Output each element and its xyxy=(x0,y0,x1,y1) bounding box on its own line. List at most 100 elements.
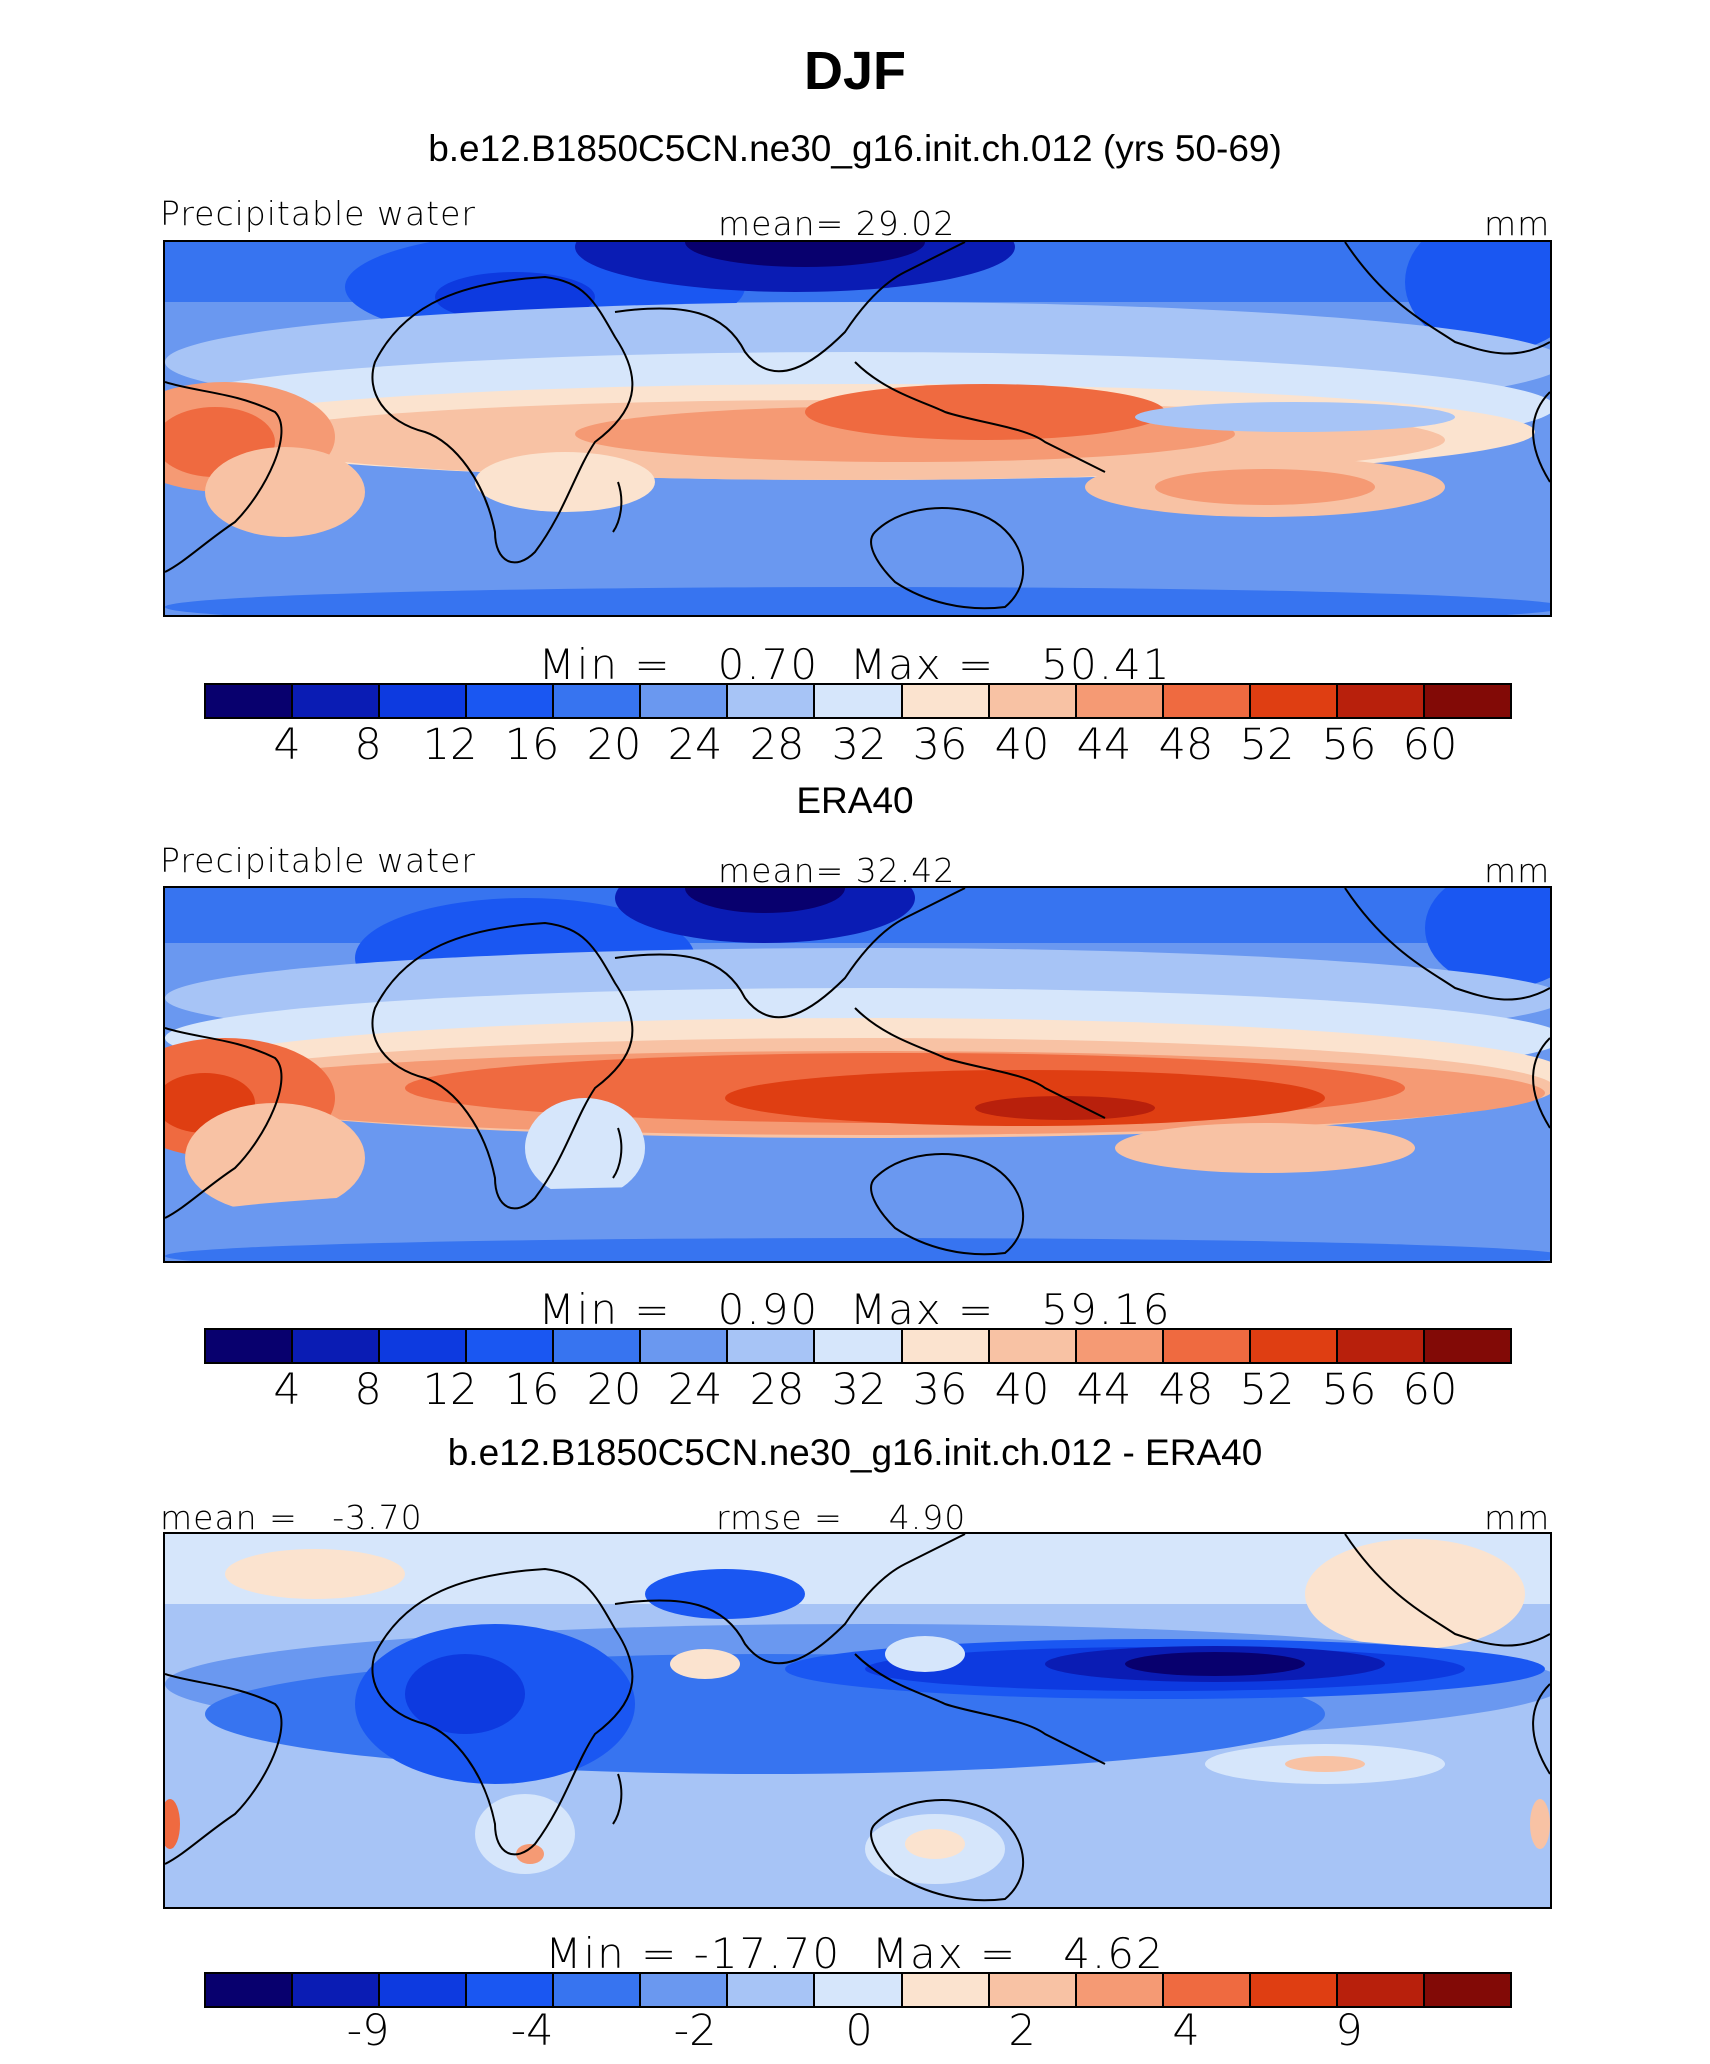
colorbar-swatch xyxy=(293,1330,381,1362)
panel-1-units: mm xyxy=(1484,204,1551,243)
colorbar-swatch xyxy=(728,1330,816,1362)
colorbar-swatch xyxy=(206,1974,294,2006)
colorbar-tick-label: 44 xyxy=(1076,1365,1132,1415)
colorbar-swatch xyxy=(554,685,642,717)
panel-1-colorbar xyxy=(204,683,1512,719)
colorbar-tick-label: 0 xyxy=(845,2006,873,2056)
colorbar-swatch xyxy=(554,1974,642,2006)
colorbar-swatch xyxy=(467,1330,555,1362)
colorbar-swatch xyxy=(1076,685,1164,717)
colorbar-tick-label: 9 xyxy=(1335,2006,1363,2056)
colorbar-swatch xyxy=(1250,685,1338,717)
panel-3-min-max: Min = -17.70 Max = 4.62 xyxy=(545,1929,1165,1978)
colorbar-swatch xyxy=(293,1974,381,2006)
panel-1-mean-label: mean= 29.02 xyxy=(718,204,956,243)
panel-1-contour-field xyxy=(165,242,1550,615)
panel-3-mean-label: mean = -3.70 xyxy=(160,1498,423,1537)
colorbar-swatch xyxy=(293,685,381,717)
colorbar-swatch xyxy=(380,1330,468,1362)
colorbar-tick-label: 8 xyxy=(354,720,382,770)
panel-3-contour-field xyxy=(165,1534,1550,1907)
colorbar-swatch xyxy=(1424,1330,1510,1362)
colorbar-swatch xyxy=(728,685,816,717)
colorbar-swatch xyxy=(380,685,468,717)
colorbar-tick-label: -4 xyxy=(510,2006,554,2056)
colorbar-tick-label: 56 xyxy=(1321,720,1377,770)
colorbar-swatch xyxy=(1424,685,1510,717)
panel-2-mean-label: mean= 32.42 xyxy=(718,851,956,890)
colorbar-swatch xyxy=(902,1974,990,2006)
colorbar-swatch xyxy=(1337,1974,1425,2006)
colorbar-tick-label: 60 xyxy=(1402,1365,1458,1415)
colorbar-tick-label: 4 xyxy=(273,720,301,770)
colorbar-tick-label: 28 xyxy=(749,720,805,770)
colorbar-tick-label: 4 xyxy=(273,1365,301,1415)
panel-2-title: ERA40 xyxy=(796,780,914,821)
colorbar-swatch xyxy=(815,685,903,717)
colorbar-tick-label: 44 xyxy=(1076,720,1132,770)
colorbar-swatch xyxy=(989,1974,1077,2006)
panel-2-min-max: Min = 0.90 Max = 59.16 xyxy=(538,1285,1172,1334)
panel-2-map xyxy=(163,886,1552,1263)
colorbar-swatch xyxy=(1163,685,1251,717)
colorbar-tick-label: 24 xyxy=(667,720,723,770)
panel-3-units: mm xyxy=(1484,1498,1551,1537)
colorbar-swatch xyxy=(1424,1974,1510,2006)
colorbar-swatch xyxy=(641,1974,729,2006)
panel-3-title: b.e12.B1850C5CN.ne30_g16.init.ch.012 - E… xyxy=(447,1432,1263,1473)
panel-2-variable-label: Precipitable water xyxy=(160,841,476,880)
colorbar-tick-label: 8 xyxy=(354,1365,382,1415)
colorbar-tick-label: 32 xyxy=(831,720,887,770)
colorbar-swatch xyxy=(728,1974,816,2006)
colorbar-tick-label: 56 xyxy=(1321,1365,1377,1415)
colorbar-swatch xyxy=(989,685,1077,717)
colorbar-swatch xyxy=(902,1330,990,1362)
figure-title: DJF xyxy=(803,41,906,101)
colorbar-swatch xyxy=(554,1330,642,1362)
colorbar-swatch xyxy=(815,1974,903,2006)
colorbar-tick-label: 28 xyxy=(749,1365,805,1415)
colorbar-swatch xyxy=(902,685,990,717)
colorbar-tick-label: 32 xyxy=(831,1365,887,1415)
panel-1-min-max: Min = 0.70 Max = 50.41 xyxy=(538,640,1172,689)
colorbar-swatch xyxy=(1337,1330,1425,1362)
colorbar-tick-label: 40 xyxy=(994,720,1050,770)
colorbar-swatch xyxy=(641,1330,729,1362)
colorbar-swatch xyxy=(815,1330,903,1362)
colorbar-swatch xyxy=(1163,1974,1251,2006)
panel-1-title: b.e12.B1850C5CN.ne30_g16.init.ch.012 (yr… xyxy=(428,128,1282,169)
panel-2-units: mm xyxy=(1484,851,1551,890)
colorbar-swatch xyxy=(1250,1330,1338,1362)
colorbar-swatch xyxy=(1076,1974,1164,2006)
colorbar-tick-label: 20 xyxy=(586,1365,642,1415)
colorbar-swatch xyxy=(1076,1330,1164,1362)
panel-1-map xyxy=(163,240,1552,617)
colorbar-tick-label: 12 xyxy=(422,720,478,770)
colorbar-tick-label: 20 xyxy=(586,720,642,770)
colorbar-tick-label: 48 xyxy=(1158,1365,1214,1415)
colorbar-swatch xyxy=(206,1330,294,1362)
colorbar-swatch xyxy=(380,1974,468,2006)
colorbar-tick-label: 2 xyxy=(1008,2006,1036,2056)
colorbar-tick-label: 16 xyxy=(504,1365,560,1415)
colorbar-tick-label: 52 xyxy=(1239,1365,1295,1415)
colorbar-tick-label: 12 xyxy=(422,1365,478,1415)
colorbar-swatch xyxy=(989,1330,1077,1362)
panel-3-map xyxy=(163,1532,1552,1909)
panel-2-colorbar xyxy=(204,1328,1512,1364)
colorbar-tick-label: 40 xyxy=(994,1365,1050,1415)
colorbar-tick-label: 36 xyxy=(912,1365,968,1415)
colorbar-swatch xyxy=(1250,1974,1338,2006)
colorbar-tick-label: 16 xyxy=(504,720,560,770)
colorbar-tick-label: 52 xyxy=(1239,720,1295,770)
colorbar-tick-label: -9 xyxy=(346,2006,390,2056)
colorbar-tick-label: 36 xyxy=(912,720,968,770)
colorbar-tick-label: 4 xyxy=(1172,2006,1200,2056)
panel-3-colorbar xyxy=(204,1972,1512,2008)
colorbar-swatch xyxy=(641,685,729,717)
panel-1-variable-label: Precipitable water xyxy=(160,194,476,233)
colorbar-swatch xyxy=(1337,685,1425,717)
panel-2-contour-field xyxy=(165,888,1550,1261)
colorbar-tick-label: 24 xyxy=(667,1365,723,1415)
colorbar-swatch xyxy=(206,685,294,717)
